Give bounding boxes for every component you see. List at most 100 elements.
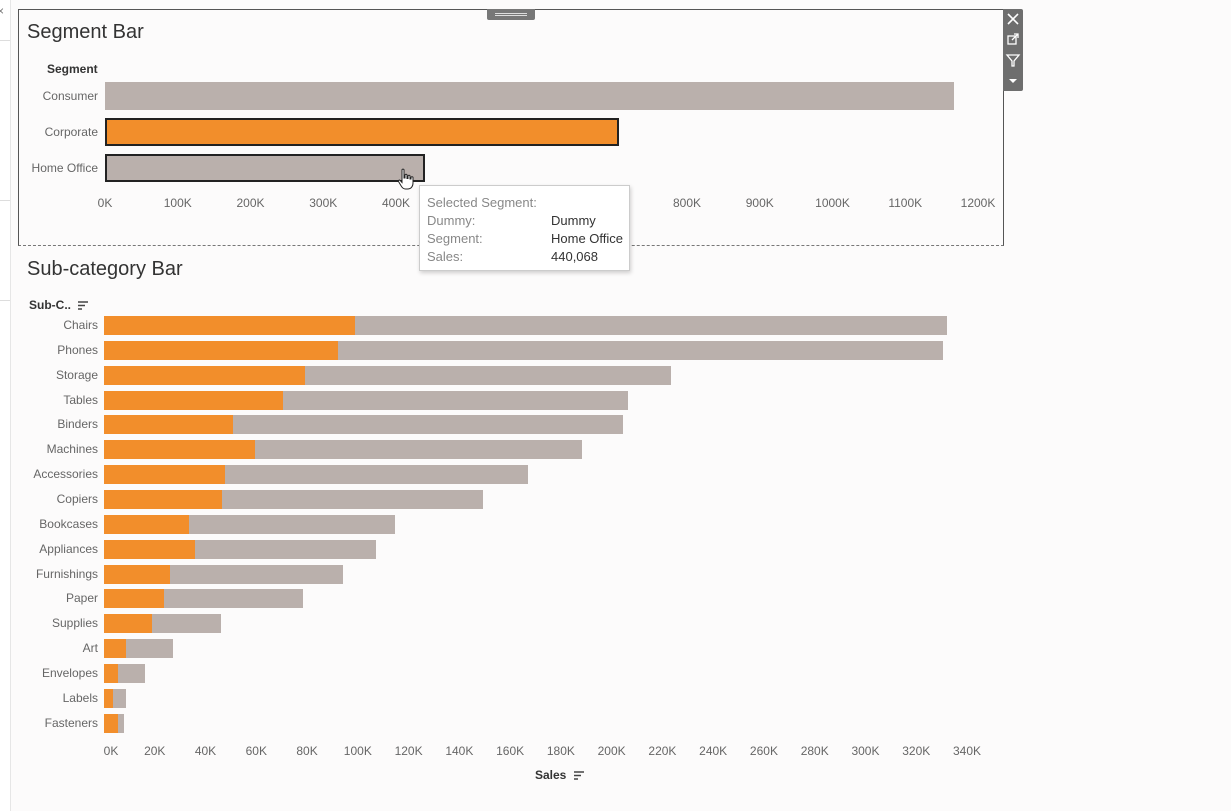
x-tick-label: 900K	[745, 196, 774, 210]
filter-icon[interactable]	[1003, 50, 1023, 70]
divider	[0, 200, 10, 201]
subcategory-bar-rest[interactable]	[117, 663, 145, 683]
drag-handle[interactable]	[487, 9, 535, 20]
segment-bar[interactable]	[105, 82, 954, 110]
subcategory-row-label[interactable]: Copiers	[56, 491, 98, 506]
subcategory-row-label[interactable]: Fasteners	[44, 715, 98, 730]
subcategory-bar-rest[interactable]	[169, 564, 343, 584]
subcategory-row-label[interactable]: Labels	[62, 690, 98, 705]
subcategory-bar-highlight[interactable]	[104, 589, 164, 609]
subcategory-row-label[interactable]: Appliances	[39, 541, 98, 556]
x-tick-label: 160K	[496, 744, 525, 758]
subcategory-row-label[interactable]: Chairs	[63, 318, 98, 332]
subcategory-row-label[interactable]: Machines	[46, 442, 98, 457]
subcategory-bar-highlight[interactable]	[104, 713, 118, 733]
close-icon[interactable]: ×	[0, 4, 5, 18]
x-tick-label: 400K	[381, 196, 411, 210]
subcategory-bar-highlight[interactable]	[104, 365, 305, 385]
subcategory-bar-highlight[interactable]	[104, 639, 126, 659]
subcategory-bar-rest[interactable]	[189, 514, 395, 534]
divider	[0, 300, 10, 301]
x-tick-label: 1200K	[960, 196, 996, 210]
x-tick-label: 100K	[343, 744, 372, 758]
x-tick-label: 80K	[296, 744, 318, 758]
subcategory-row-label[interactable]: Storage	[55, 367, 98, 382]
subcategory-bar-highlight[interactable]	[104, 564, 170, 584]
subcategory-row-label[interactable]: Bookcases	[39, 516, 98, 531]
tooltip-value: Dummy	[551, 213, 596, 228]
x-tick-label: 800K	[672, 196, 702, 210]
sort-icon[interactable]	[78, 301, 89, 311]
x-tick-label: 200K	[597, 744, 626, 758]
hand-cursor-icon	[397, 168, 414, 190]
subcategory-bar-highlight[interactable]	[104, 340, 338, 360]
close-icon[interactable]	[1003, 9, 1023, 29]
segment-row-label[interactable]: Consumer	[42, 89, 98, 103]
subcategory-bar-rest[interactable]	[163, 589, 304, 609]
x-tick-label: 140K	[445, 744, 474, 758]
tooltip-row: Dummy: Dummy	[427, 213, 596, 228]
subcategory-row-label[interactable]: Tables	[63, 392, 98, 407]
x-tick-label: 340K	[952, 744, 982, 758]
x-tick-label: 300K	[851, 744, 880, 758]
subcategory-bar-rest[interactable]	[355, 316, 947, 335]
segment-bar[interactable]	[105, 154, 426, 182]
subcategory-bar-highlight[interactable]	[104, 663, 118, 683]
subcategory-bar-rest[interactable]	[125, 639, 173, 659]
segment-row-label[interactable]: Home Office	[31, 161, 98, 175]
segment-row-label[interactable]: Corporate	[44, 125, 98, 139]
x-tick-label: 40K	[194, 744, 217, 758]
divider	[0, 40, 10, 41]
tooltip-key: Segment:	[427, 231, 483, 246]
x-tick-label: 20K	[144, 744, 166, 758]
subcategory-row-label[interactable]: Binders	[57, 417, 98, 432]
subcategory-bar-highlight[interactable]	[104, 688, 113, 708]
tooltip-key: Dummy:	[427, 213, 476, 228]
subcategory-bar-rest[interactable]	[255, 440, 583, 460]
worksheet-toolbar	[1003, 9, 1023, 91]
x-tick-label: 60K	[245, 744, 267, 758]
x-tick-label: 180K	[546, 744, 575, 758]
dropdown-icon[interactable]	[1003, 71, 1023, 91]
subcategory-bar-highlight[interactable]	[104, 514, 190, 534]
subcategory-row-label[interactable]: Furnishings	[35, 566, 98, 581]
subcategory-bar-rest[interactable]	[195, 539, 376, 559]
subcategory-row-label[interactable]: Paper	[65, 591, 98, 606]
subcategory-row-label[interactable]: Art	[82, 641, 98, 656]
popout-icon[interactable]	[1003, 29, 1023, 49]
subcategory-bar-highlight[interactable]	[104, 614, 153, 634]
subcategory-row-label[interactable]: Phones	[57, 342, 98, 357]
tooltip: Selected Segment: Dummy: Dummy Segment: …	[419, 185, 630, 271]
x-tick-label: 0K	[97, 196, 113, 210]
subcategory-bar-rest[interactable]	[233, 415, 624, 435]
subcategory-bar-rest[interactable]	[117, 713, 125, 733]
sort-icon[interactable]	[573, 771, 584, 781]
subcategory-row-label[interactable]: Supplies	[51, 616, 98, 631]
subcategory-bar-highlight[interactable]	[104, 539, 196, 559]
x-tick-label: 220K	[648, 744, 677, 758]
subcategory-row-label[interactable]: Envelopes	[41, 665, 98, 680]
subcategory-row-label[interactable]: Accessories	[33, 467, 98, 482]
subcategory-bar-highlight[interactable]	[104, 415, 234, 435]
x-tick-label: 1000K	[815, 196, 850, 210]
segment-row-header[interactable]: Segment	[47, 62, 98, 76]
subcategory-bar-highlight[interactable]	[104, 465, 225, 485]
subcategory-bar-rest[interactable]	[112, 688, 126, 708]
subcategory-bar-highlight[interactable]	[104, 390, 283, 410]
subcategory-bar-rest[interactable]	[224, 465, 528, 485]
subcategory-bar-rest[interactable]	[222, 489, 484, 509]
subcategory-bar-highlight[interactable]	[104, 316, 356, 335]
tooltip-key: Sales:	[427, 249, 464, 264]
segment-bar[interactable]	[105, 118, 619, 146]
tooltip-row: Segment: Home Office	[427, 231, 623, 246]
subcategory-bar-rest[interactable]	[304, 365, 672, 385]
subcategory-bar-rest[interactable]	[282, 390, 629, 410]
subcategory-bar-highlight[interactable]	[104, 489, 223, 509]
tooltip-heading: Selected Segment:	[427, 195, 537, 210]
subcategory-bar-highlight[interactable]	[104, 440, 256, 460]
subcategory-bar-rest[interactable]	[152, 614, 221, 634]
subcategory-row-header[interactable]: Sub-C..	[29, 298, 89, 312]
sales-axis-title[interactable]: Sales	[535, 768, 584, 782]
subcategory-bar-rest[interactable]	[337, 340, 943, 360]
segment-chart-title: Segment Bar	[27, 21, 144, 43]
